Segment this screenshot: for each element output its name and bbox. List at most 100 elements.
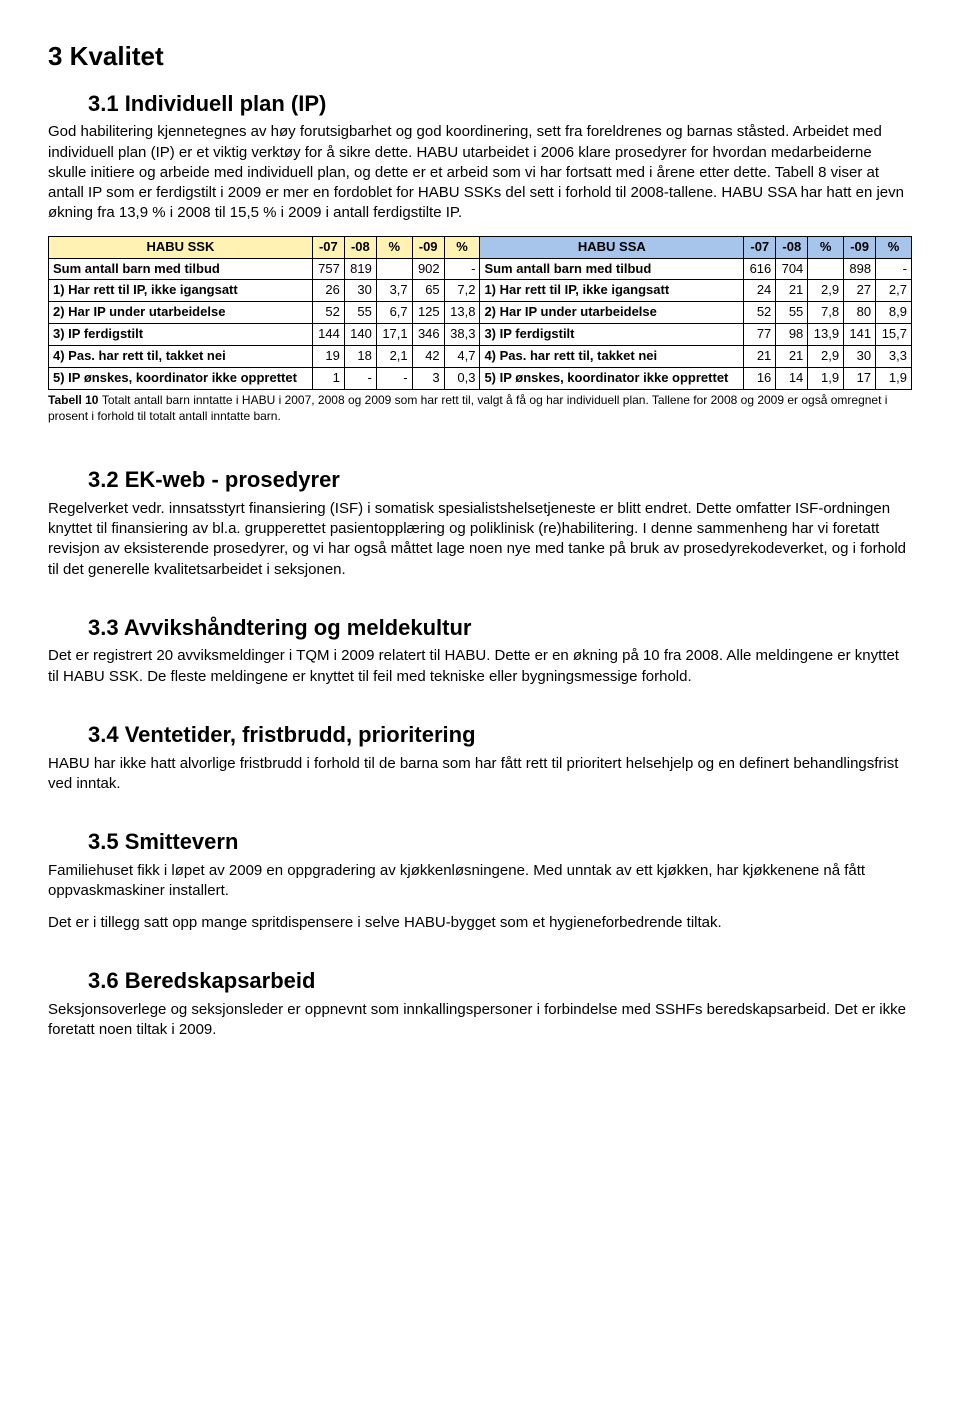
table-cell: 38,3 [444, 324, 480, 346]
table-cell: 902 [412, 258, 444, 280]
table-cell: - [876, 258, 912, 280]
table-row-label: 2) Har IP under utarbeidelse [49, 302, 313, 324]
table-cell: 2,9 [808, 280, 844, 302]
section-3-3-title: 3.3 Avvikshåndtering og meldekultur [88, 614, 912, 643]
table-row-label: 3) IP ferdigstilt [480, 324, 744, 346]
section-3-2-title: 3.2 EK-web - prosedyrer [88, 466, 912, 495]
table-cell: 144 [312, 324, 344, 346]
section-3-3-body: Det er registrert 20 avviksmeldinger i T… [48, 646, 912, 687]
table-cell: 30 [844, 346, 876, 368]
table-cell: 704 [776, 258, 808, 280]
table-cell: 819 [344, 258, 376, 280]
table-cell: 52 [312, 302, 344, 324]
table-cell: 898 [844, 258, 876, 280]
col-09-r: -09 [844, 236, 876, 258]
table-cell: 2,9 [808, 346, 844, 368]
section-3-1-body: God habilitering kjennetegnes av høy for… [48, 122, 912, 223]
table-cell: - [444, 258, 480, 280]
table-cell: 27 [844, 280, 876, 302]
table-cell: 65 [412, 280, 444, 302]
table-header-right: HABU SSA [480, 236, 744, 258]
col-07-l: -07 [312, 236, 344, 258]
section-3-5-body-1: Familiehuset fikk i løpet av 2009 en opp… [48, 861, 912, 902]
table-cell [808, 258, 844, 280]
table-cell: 15,7 [876, 324, 912, 346]
table-cell: 98 [776, 324, 808, 346]
col-08-r: -08 [776, 236, 808, 258]
col-08-l: -08 [344, 236, 376, 258]
table-cell: 8,9 [876, 302, 912, 324]
table-cell: 1 [312, 367, 344, 389]
table-cell: 7,8 [808, 302, 844, 324]
table-cell: 80 [844, 302, 876, 324]
table-cell: 6,7 [376, 302, 412, 324]
table-cell: 3,3 [876, 346, 912, 368]
table-cell: 14 [776, 367, 808, 389]
section-3-5-title: 3.5 Smittevern [88, 828, 912, 857]
table-cell: 757 [312, 258, 344, 280]
section-3-5-body-2: Det er i tillegg satt opp mange spritdis… [48, 913, 912, 933]
table-row-label: 5) IP ønskes, koordinator ikke opprettet [480, 367, 744, 389]
table-cell: 42 [412, 346, 444, 368]
table-cell: 55 [776, 302, 808, 324]
table-cell: 13,8 [444, 302, 480, 324]
table-cell: 30 [344, 280, 376, 302]
table-row-label: 2) Har IP under utarbeidelse [480, 302, 744, 324]
table-cell: - [376, 367, 412, 389]
table-cell: 3,7 [376, 280, 412, 302]
table-cell: 141 [844, 324, 876, 346]
col-pct-r: % [808, 236, 844, 258]
table-cell: 19 [312, 346, 344, 368]
table-cell: 4,7 [444, 346, 480, 368]
section-3-6-title: 3.6 Beredskapsarbeid [88, 967, 912, 996]
section-3-2-body: Regelverket vedr. innsatsstyrt finansier… [48, 499, 912, 580]
table-caption-text: Totalt antall barn inntatte i HABU i 200… [48, 393, 887, 423]
table-row-label: 4) Pas. har rett til, takket nei [49, 346, 313, 368]
col-pct2-l: % [444, 236, 480, 258]
col-07-r: -07 [744, 236, 776, 258]
table-cell: 16 [744, 367, 776, 389]
table-cell: 55 [344, 302, 376, 324]
table-cell: 2,1 [376, 346, 412, 368]
table-cell: 26 [312, 280, 344, 302]
table-caption-label: Tabell 10 [48, 393, 102, 407]
table-cell: 1,9 [808, 367, 844, 389]
table-cell: 77 [744, 324, 776, 346]
table-row-label: Sum antall barn med tilbud [480, 258, 744, 280]
col-pct-l: % [376, 236, 412, 258]
table-cell: 616 [744, 258, 776, 280]
table-cell: 7,2 [444, 280, 480, 302]
col-pct2-r: % [876, 236, 912, 258]
table-cell: 346 [412, 324, 444, 346]
section-3-6-body: Seksjonsoverlege og seksjonsleder er opp… [48, 1000, 912, 1041]
section-3-1-title: 3.1 Individuell plan (IP) [88, 90, 912, 119]
table-cell: 21 [776, 280, 808, 302]
table-cell [376, 258, 412, 280]
table-cell: - [344, 367, 376, 389]
page-heading: 3 Kvalitet [48, 40, 912, 74]
table-row-label: 1) Har rett til IP, ikke igangsatt [480, 280, 744, 302]
table-row-label: 4) Pas. har rett til, takket nei [480, 346, 744, 368]
table-cell: 140 [344, 324, 376, 346]
table-cell: 3 [412, 367, 444, 389]
table-cell: 52 [744, 302, 776, 324]
table-cell: 0,3 [444, 367, 480, 389]
table-header-left: HABU SSK [49, 236, 313, 258]
table-row-label: Sum antall barn med tilbud [49, 258, 313, 280]
table-cell: 125 [412, 302, 444, 324]
table-cell: 21 [776, 346, 808, 368]
table-cell: 17,1 [376, 324, 412, 346]
table-cell: 18 [344, 346, 376, 368]
table-cell: 17 [844, 367, 876, 389]
section-3-4-title: 3.4 Ventetider, fristbrudd, prioritering [88, 721, 912, 750]
table-row-label: 1) Har rett til IP, ikke igangsatt [49, 280, 313, 302]
table-cell: 24 [744, 280, 776, 302]
section-3-4-body: HABU har ikke hatt alvorlige fristbrudd … [48, 754, 912, 795]
table-row-label: 5) IP ønskes, koordinator ikke opprettet [49, 367, 313, 389]
table-cell: 13,9 [808, 324, 844, 346]
table-cell: 1,9 [876, 367, 912, 389]
ip-table: HABU SSK -07 -08 % -09 % HABU SSA -07 -0… [48, 236, 912, 390]
table-row-label: 3) IP ferdigstilt [49, 324, 313, 346]
table-caption: Tabell 10 Totalt antall barn inntatte i … [48, 392, 912, 424]
table-cell: 2,7 [876, 280, 912, 302]
